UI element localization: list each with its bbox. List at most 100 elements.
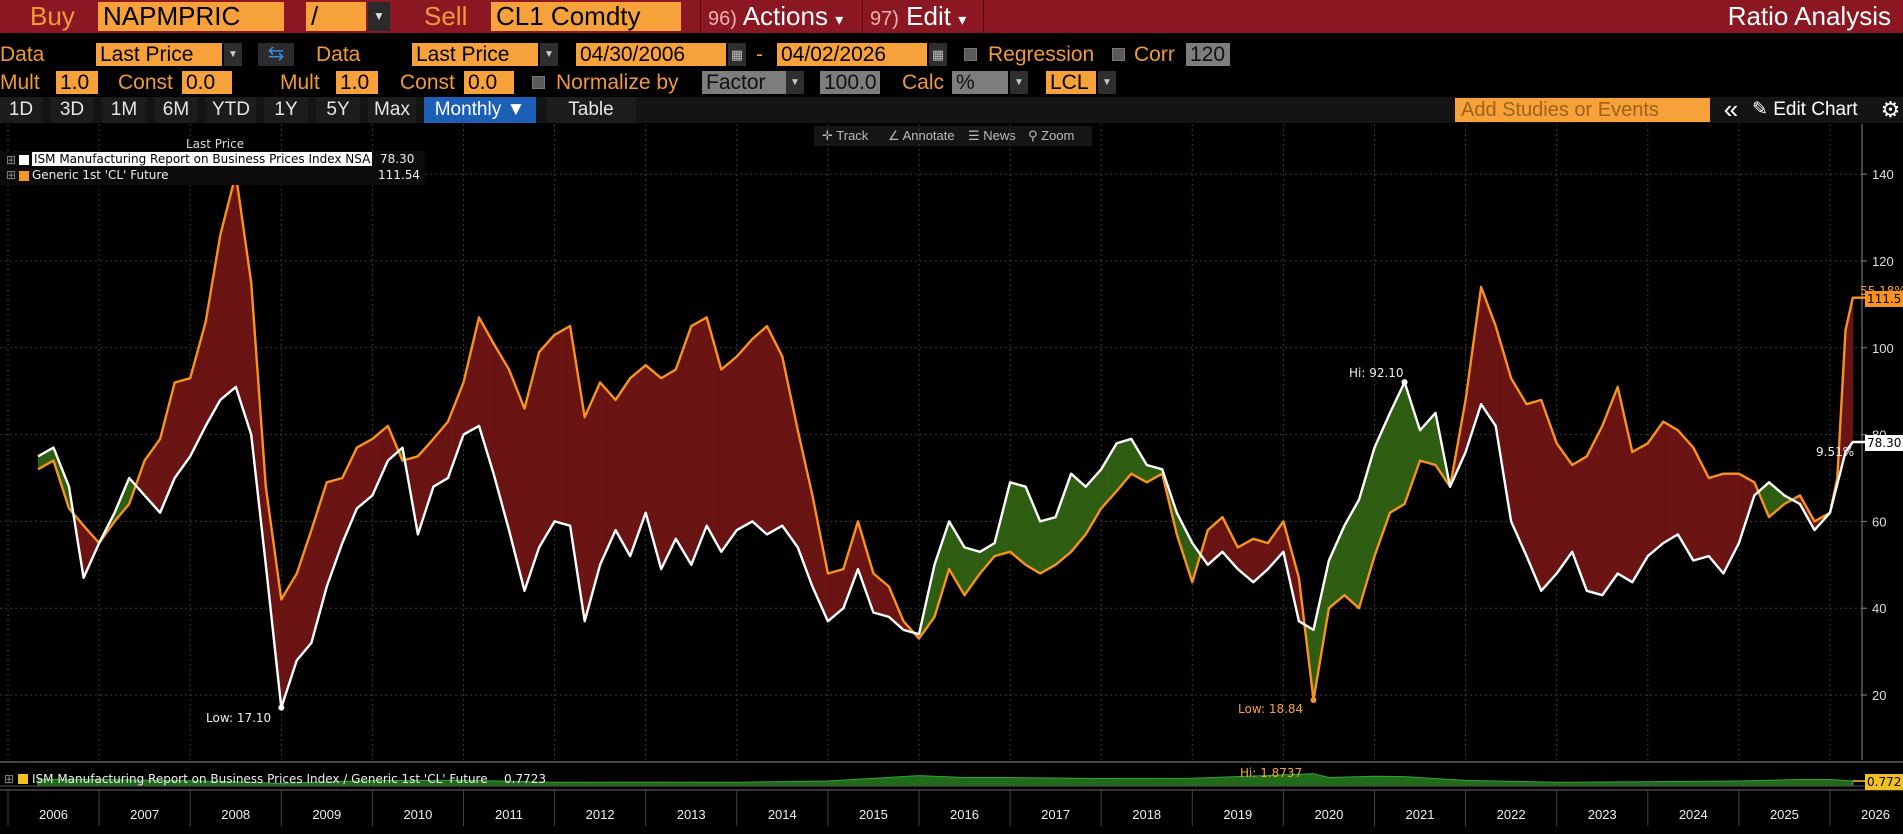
y-tick-label: 60: [1872, 514, 1886, 529]
calendar-icon[interactable]: ▦: [728, 43, 746, 66]
x-tick-label: 2015: [859, 807, 888, 822]
tab-6m[interactable]: 6M: [154, 97, 198, 123]
legend-series-ism[interactable]: ISM Manufacturing Report on Business Pri…: [32, 152, 373, 166]
actions-menu[interactable]: 96) Actions ▾: [708, 0, 843, 37]
add-studies-input[interactable]: Add Studies or Events: [1455, 98, 1710, 122]
operator-dropdown-icon[interactable]: ▼: [368, 2, 390, 31]
x-tick-label: 2025: [1770, 807, 1799, 822]
data-field-select[interactable]: Last Price: [96, 43, 222, 66]
corr-checkbox[interactable]: [1112, 48, 1125, 61]
normalize-label: Normalize by: [556, 71, 679, 94]
gear-icon[interactable]: ⚙: [1880, 97, 1901, 122]
normalize-checkbox[interactable]: [532, 76, 545, 89]
corr-period-input[interactable]: 120: [1186, 43, 1230, 66]
last-value-badge-ratio: 0.772: [1865, 774, 1903, 790]
last-value-badge-cl: 111.5: [1865, 291, 1903, 307]
expand-icon[interactable]: ⊞: [6, 153, 17, 167]
x-tick-label: 2007: [130, 807, 159, 822]
legend-swatch-ism: [19, 155, 29, 165]
x-tick-label: 2009: [312, 807, 341, 822]
const-input-2[interactable]: 0.0: [464, 71, 514, 94]
sell-ticker-input[interactable]: CL1 Comdty: [491, 2, 681, 31]
dropdown-arrow-icon[interactable]: ▼: [224, 43, 242, 66]
data-field-select-2[interactable]: Last Price: [412, 43, 538, 66]
dropdown-arrow-icon[interactable]: ▼: [1010, 71, 1028, 94]
legend-series-cl[interactable]: Generic 1st 'CL' Future: [32, 168, 169, 182]
ratio-area: [37, 773, 1854, 787]
tab-max[interactable]: Max: [368, 97, 416, 123]
divider: [700, 0, 701, 33]
x-tick-label: 2022: [1497, 807, 1526, 822]
sell-label: Sell: [424, 1, 468, 31]
high-marker-ism: [1401, 379, 1408, 386]
x-tick-label: 2016: [950, 807, 979, 822]
high-annotation-ism: Hi: 92.10: [1349, 366, 1404, 380]
tab-3d[interactable]: 3D: [50, 97, 94, 123]
x-tick-label: 2021: [1406, 807, 1435, 822]
news-tool[interactable]: ☰ News: [968, 128, 1016, 144]
edit-chart-label: Edit Chart: [1773, 99, 1858, 120]
dropdown-arrow-icon[interactable]: ▼: [786, 71, 804, 94]
operator-select[interactable]: /: [306, 2, 366, 31]
collapse-icon[interactable]: «: [1723, 94, 1739, 124]
end-date-input[interactable]: 04/02/2026: [777, 43, 927, 66]
zoom-tool[interactable]: ⚲ Zoom: [1028, 128, 1074, 144]
const-input[interactable]: 0.0: [182, 71, 232, 94]
edit-menu-label: Edit: [906, 1, 951, 31]
legend-value-ism: 78.30: [380, 152, 415, 166]
divider: [862, 0, 863, 33]
tab-5y[interactable]: 5Y: [316, 97, 360, 123]
pencil-icon: ✎: [1752, 99, 1768, 120]
x-tick-label: 2008: [221, 807, 250, 822]
mult-input[interactable]: 1.0: [56, 71, 98, 94]
mult-input-2[interactable]: 1.0: [336, 71, 378, 94]
y-tick-label: 100: [1872, 341, 1894, 356]
x-tick-label: 2010: [403, 807, 432, 822]
tab-1y[interactable]: 1Y: [264, 97, 308, 123]
date-range-dash: -: [756, 43, 763, 66]
dropdown-arrow-icon[interactable]: ▼: [540, 43, 558, 66]
chart-toolbar: [814, 126, 1092, 146]
tab-ytd[interactable]: YTD: [206, 97, 256, 123]
x-tick-label: 2012: [586, 807, 615, 822]
const-label: Const: [118, 71, 173, 94]
news-icon: ☰: [968, 128, 984, 143]
tab-1m[interactable]: 1M: [102, 97, 146, 123]
expand-icon[interactable]: ⊞: [4, 772, 15, 786]
tab-monthly[interactable]: Monthly ▼: [424, 97, 536, 123]
low-annotation-cl: Low: 18.84: [1238, 702, 1304, 716]
data-label-2: Data: [316, 43, 361, 66]
buy-ticker-input[interactable]: NAPMPRIC Ind: [98, 2, 284, 60]
edit-chart-button[interactable]: ✎ Edit Chart: [1752, 97, 1878, 123]
x-tick-label: 2011: [495, 807, 523, 822]
calc-select[interactable]: %: [952, 71, 1008, 94]
y-tick-label: 40: [1872, 601, 1886, 616]
edit-menu[interactable]: 97) Edit ▾: [870, 0, 966, 37]
y-tick-label: 120: [1872, 254, 1894, 269]
factor-input[interactable]: 100.0: [820, 71, 880, 94]
currency-select[interactable]: LCL: [1046, 71, 1096, 94]
annotate-tool[interactable]: ∠ Annotate: [888, 128, 955, 144]
swap-icon[interactable]: ⇆: [258, 43, 294, 66]
x-tick-label: 2014: [768, 807, 797, 822]
tab-table[interactable]: Table: [546, 97, 636, 123]
legend-swatch-ratio: [18, 774, 28, 784]
x-axis-area: [0, 790, 1903, 834]
start-date-input[interactable]: 04/30/2006: [576, 43, 726, 66]
calendar-icon[interactable]: ▦: [929, 43, 947, 66]
page-title: Ratio Analysis: [1727, 1, 1891, 31]
regression-checkbox[interactable]: [964, 48, 977, 61]
price-chart[interactable]: 20406080100120140 2006200720082009201020…: [0, 124, 1903, 834]
ism-series-line: [37, 380, 1899, 709]
x-tick-label: 2019: [1223, 807, 1252, 822]
expand-icon[interactable]: ⊞: [6, 168, 17, 182]
normalize-select[interactable]: Factor: [702, 71, 786, 94]
edit-menu-number: 97): [870, 8, 899, 30]
corr-label: Corr: [1134, 43, 1175, 66]
zoom-label: Zoom: [1041, 128, 1075, 143]
tab-1d[interactable]: 1D: [0, 97, 42, 123]
high-annotation-ratio: Hi: 1.8737: [1240, 766, 1303, 780]
dropdown-arrow-icon[interactable]: ▼: [1098, 71, 1116, 94]
legend-series-ratio[interactable]: ISM Manufacturing Report on Business Pri…: [32, 772, 488, 786]
calc-label: Calc: [902, 71, 945, 94]
